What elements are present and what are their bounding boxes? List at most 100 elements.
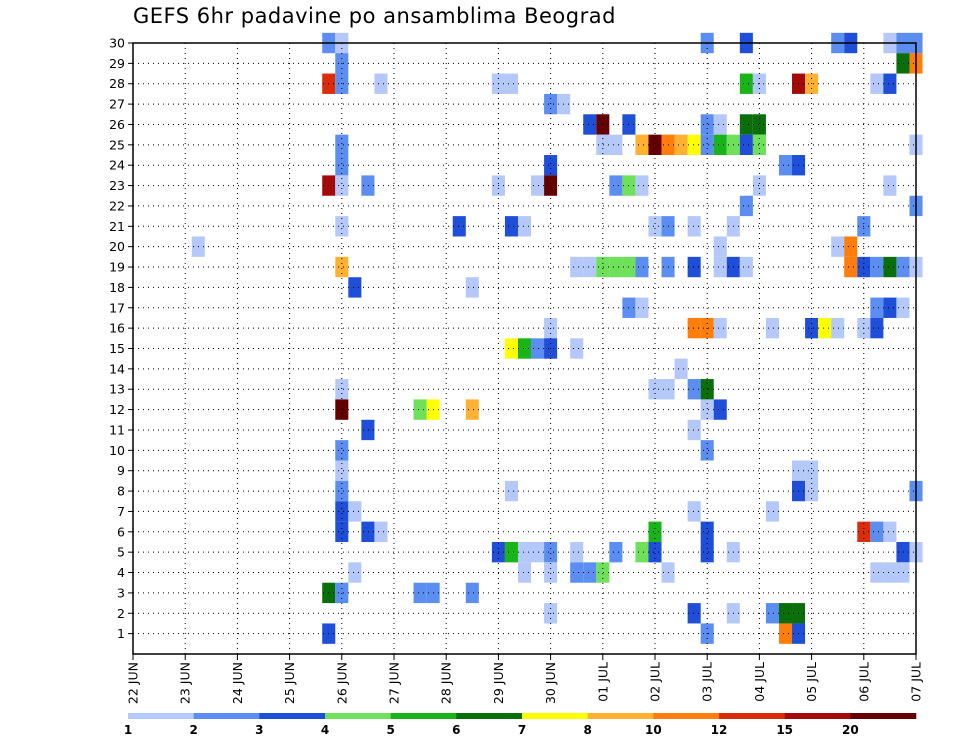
x-axis: 22 JUN 23 JUN 24 JUN 25 JUN 26 JUN 27 JUN 28 J… bbox=[126, 654, 924, 704]
heatmap-cell bbox=[335, 460, 349, 481]
heatmap-cell bbox=[870, 521, 884, 542]
heatmap-cell bbox=[752, 114, 766, 135]
heatmap-cell bbox=[544, 562, 558, 583]
heatmap-cell bbox=[570, 541, 584, 563]
y-tick-label: 11 bbox=[109, 422, 125, 437]
heatmap-cell bbox=[883, 73, 897, 94]
x-tick-label: 29 JUN bbox=[491, 662, 506, 704]
heatmap-cell bbox=[504, 541, 518, 563]
heatmap-cell bbox=[531, 175, 545, 196]
heatmap-cell bbox=[335, 440, 349, 461]
x-tick-label: 24 JUN bbox=[230, 662, 245, 704]
heatmap-cell bbox=[674, 134, 688, 156]
heatmap-cell bbox=[531, 338, 545, 359]
heatmap-cell bbox=[739, 256, 753, 278]
heatmap-cell bbox=[517, 216, 532, 237]
heatmap-cell bbox=[648, 216, 662, 237]
heatmap-cell bbox=[531, 541, 545, 563]
y-tick-label: 29 bbox=[109, 56, 125, 71]
legend-swatch bbox=[784, 713, 851, 719]
x-tick-label: 26 JUN bbox=[334, 662, 349, 704]
legend-label: 10 bbox=[645, 723, 662, 737]
heatmap-cell bbox=[635, 297, 649, 318]
heatmap-cell bbox=[583, 562, 597, 583]
legend-label: 20 bbox=[842, 723, 859, 737]
x-tick-label: 06 JUL bbox=[856, 662, 871, 702]
heatmap-cell bbox=[713, 236, 727, 257]
heatmap-cell bbox=[648, 521, 662, 542]
heatmap-cell bbox=[778, 155, 793, 176]
heatmap-cell bbox=[374, 73, 388, 94]
y-axis: 1234567891011121314151617181920212223242… bbox=[109, 36, 133, 641]
heatmap-cell bbox=[361, 175, 375, 196]
legend-swatch bbox=[193, 713, 260, 719]
y-tick-label: 4 bbox=[117, 565, 125, 580]
heatmap-cell bbox=[348, 277, 362, 298]
y-tick-label: 3 bbox=[117, 585, 125, 600]
y-tick-label: 27 bbox=[109, 97, 125, 112]
heatmap-cell bbox=[609, 256, 623, 278]
y-tick-label: 26 bbox=[109, 117, 125, 132]
heatmap-cell bbox=[739, 195, 753, 217]
y-tick-label: 14 bbox=[109, 361, 125, 376]
y-tick-label: 17 bbox=[109, 300, 125, 315]
y-tick-label: 5 bbox=[117, 545, 125, 560]
heatmap-cell bbox=[739, 114, 753, 135]
y-tick-label: 25 bbox=[109, 137, 125, 152]
heatmap-cell bbox=[870, 73, 884, 94]
x-tick-label: 25 JUN bbox=[282, 662, 297, 704]
y-tick-label: 6 bbox=[117, 524, 125, 539]
heatmap-cell bbox=[413, 399, 427, 420]
heatmap-cell bbox=[765, 501, 779, 522]
heatmap-cell bbox=[335, 134, 349, 156]
heatmap-cells bbox=[191, 32, 923, 644]
heatmap-cell bbox=[700, 541, 714, 563]
heatmap-cell bbox=[687, 501, 701, 522]
heatmap-cell bbox=[335, 399, 349, 420]
heatmap-cell bbox=[765, 317, 779, 339]
heatmap-cell bbox=[687, 419, 701, 441]
grid-lines bbox=[132, 42, 917, 654]
heatmap-cell bbox=[413, 582, 427, 604]
legend: 1 2 3 4 5 6 7 8 10 12 15 20 bbox=[124, 713, 917, 737]
x-tick-label: 28 JUN bbox=[439, 662, 454, 704]
heatmap-cell bbox=[700, 379, 714, 400]
y-tick-label: 13 bbox=[109, 382, 125, 397]
heatmap-cell bbox=[896, 562, 910, 583]
heatmap-cell bbox=[831, 236, 845, 257]
heatmap-cell bbox=[374, 521, 388, 542]
heatmap-cell bbox=[583, 114, 597, 135]
heatmap-cell bbox=[713, 114, 727, 135]
heatmap-cell bbox=[687, 216, 701, 237]
heatmap-cell bbox=[896, 541, 910, 563]
heatmap-cell bbox=[596, 114, 610, 135]
heatmap-cell bbox=[713, 256, 727, 278]
legend-label: 7 bbox=[518, 723, 526, 737]
x-tick-label: 27 JUN bbox=[387, 662, 402, 704]
y-tick-label: 19 bbox=[109, 260, 125, 275]
x-tick-label: 01 JUL bbox=[595, 662, 610, 702]
y-tick-label: 30 bbox=[109, 36, 125, 51]
heatmap-cell bbox=[335, 175, 349, 196]
heatmap-cell bbox=[778, 603, 793, 624]
heatmap-cell bbox=[870, 317, 884, 339]
heatmap-cell bbox=[504, 73, 518, 94]
heatmap-cell bbox=[635, 541, 649, 563]
y-tick-label: 23 bbox=[109, 178, 125, 193]
heatmap-cell bbox=[635, 256, 649, 278]
heatmap-cell bbox=[504, 338, 518, 359]
legend-swatch bbox=[259, 713, 326, 719]
heatmap-cell bbox=[335, 216, 349, 237]
legend-label: 1 bbox=[124, 723, 132, 737]
heatmap-cell bbox=[544, 155, 558, 176]
heatmap-cell bbox=[609, 175, 623, 196]
heatmap-cell bbox=[361, 521, 375, 542]
heatmap-cell bbox=[504, 216, 518, 237]
heatmap-cell bbox=[752, 134, 766, 156]
heatmap-cell bbox=[870, 562, 884, 583]
x-tick-label: 05 JUL bbox=[804, 662, 819, 702]
x-tick-label: 02 JUL bbox=[648, 662, 663, 702]
heatmap-cell bbox=[896, 53, 910, 74]
heatmap-cell bbox=[883, 562, 897, 583]
